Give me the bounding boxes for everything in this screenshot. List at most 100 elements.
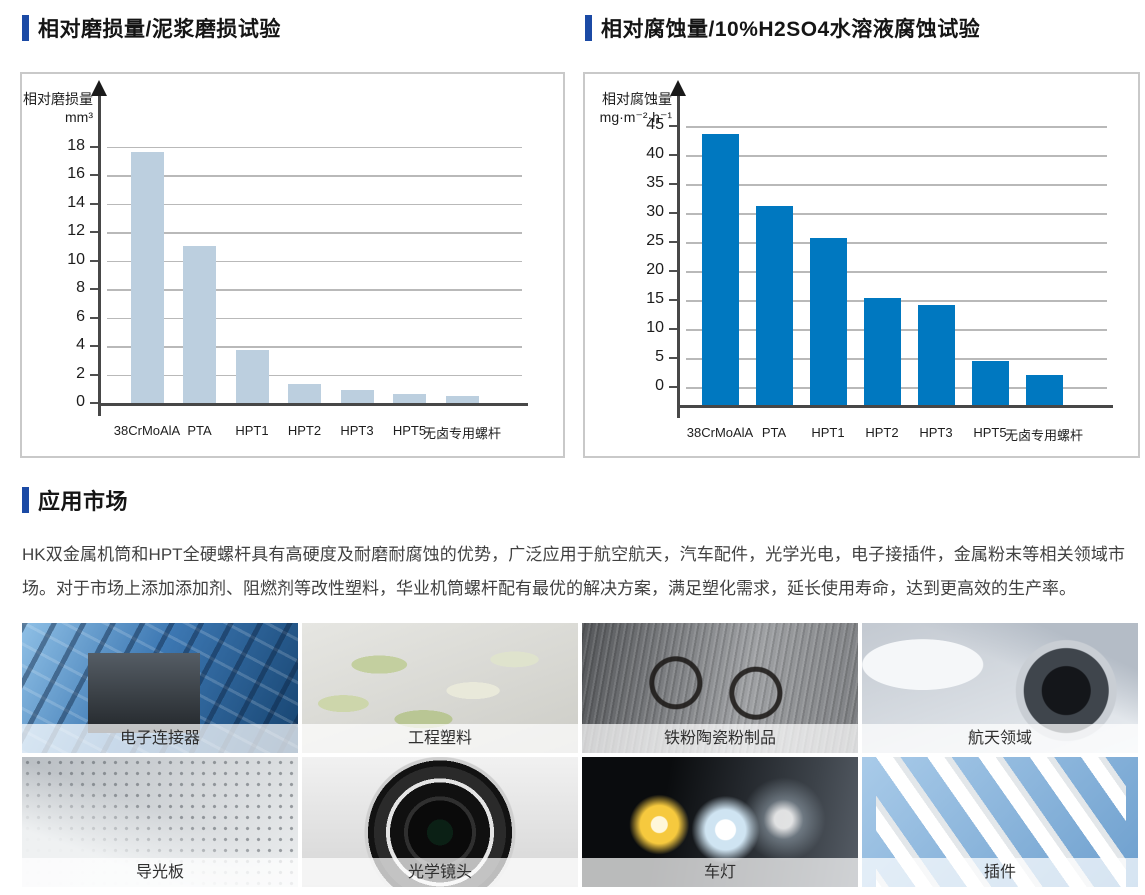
- y-tick-label: 20: [646, 261, 664, 279]
- gridline: [107, 175, 522, 177]
- application-title: 应用市场: [38, 489, 129, 514]
- y-tick-mark: [90, 174, 98, 177]
- y-axis-label: 相对腐蚀量 mg·m⁻²·h⁻¹: [585, 90, 672, 126]
- gallery-caption: 导光板: [22, 858, 298, 887]
- y-tick-label: 10: [67, 250, 85, 268]
- x-category-label: 38CrMoAlA: [113, 423, 181, 438]
- gallery-caption: 插件: [862, 858, 1138, 887]
- bar-HPT5: [971, 360, 1009, 405]
- y-axis-arrow-icon: [670, 80, 686, 96]
- bar-HPT3: [340, 390, 374, 403]
- y-tick-mark: [90, 145, 98, 148]
- gallery-item: 插件: [862, 757, 1138, 887]
- bar-HPT1: [235, 349, 269, 403]
- x-category-label: 38CrMoAlA: [686, 425, 754, 440]
- gallery-caption: 光学镜头: [302, 858, 578, 887]
- title-accent-bar: [585, 15, 592, 41]
- gridline: [107, 203, 522, 206]
- y-tick-label: 18: [67, 136, 85, 154]
- y-tick-mark: [90, 231, 98, 234]
- y-axis-label-text: 相对腐蚀量: [602, 91, 672, 107]
- x-category-label: HPT2: [287, 423, 322, 438]
- x-category-label: HPT3: [919, 425, 953, 440]
- y-tick-label: 12: [67, 222, 85, 240]
- x-category-label: HPT1: [235, 423, 269, 438]
- wear-chart-title: 相对磨损量/泥浆磨损试验: [38, 18, 281, 41]
- y-tick-label: 16: [67, 165, 85, 183]
- y-tick-label: 4: [76, 336, 85, 354]
- gallery-item: 光学镜头: [302, 757, 578, 887]
- y-tick-mark: [669, 357, 677, 360]
- y-axis-label-text: 相对磨损量: [23, 91, 93, 107]
- x-category-label: PTA: [761, 425, 787, 440]
- gallery-item: 车灯: [582, 757, 858, 887]
- x-category-label: PTA: [187, 423, 212, 438]
- gallery-caption: 航天领域: [862, 724, 1138, 753]
- y-tick-mark: [90, 316, 98, 319]
- y-tick-label: 40: [646, 145, 664, 163]
- y-tick-label: 0: [655, 377, 664, 395]
- gallery-caption: 车灯: [582, 858, 858, 887]
- gridline: [107, 146, 522, 149]
- y-tick-mark: [90, 202, 98, 205]
- y-tick-mark: [90, 345, 98, 348]
- bar-HPT2: [288, 384, 321, 403]
- y-tick-label: 8: [76, 279, 85, 297]
- y-tick-label: 10: [646, 319, 664, 337]
- gallery-item: 航天领域: [862, 623, 1138, 753]
- y-axis-line: [98, 94, 101, 416]
- bar-HPT2: [863, 298, 901, 405]
- y-tick-mark: [90, 373, 98, 376]
- gridline: [686, 213, 1107, 215]
- corrosion-chart-title: 相对腐蚀量/10%H2SO4水溶液腐蚀试验: [601, 18, 981, 41]
- gridline: [686, 184, 1107, 186]
- title-accent-bar: [22, 487, 29, 513]
- x-category-label: 无卤专用螺杆: [1004, 428, 1083, 443]
- y-tick-label: 25: [646, 232, 664, 250]
- y-tick-mark: [669, 299, 677, 302]
- corrosion-bar-chart: 相对腐蚀量 mg·m⁻²·h⁻¹ 0 5 10 15 20 25 30 35 40 45 38CrM…: [583, 72, 1140, 458]
- y-tick-mark: [669, 386, 677, 389]
- x-axis-line: [98, 403, 528, 406]
- y-axis-line: [677, 94, 680, 418]
- y-tick-label: 15: [646, 290, 664, 308]
- gridline: [686, 271, 1107, 273]
- x-axis-line: [677, 405, 1113, 408]
- gridline: [107, 232, 522, 234]
- x-category-label: HPT3: [340, 423, 374, 438]
- bar-HPT3: [917, 304, 955, 405]
- gallery-caption: 铁粉陶瓷粉制品: [582, 724, 858, 753]
- y-tick-mark: [90, 402, 98, 404]
- bar-无卤专用螺杆: [445, 395, 479, 403]
- y-tick-label: 30: [646, 203, 664, 221]
- y-tick-label: 6: [76, 307, 85, 325]
- y-tick-mark: [669, 154, 677, 157]
- bar-无卤专用螺杆: [1025, 374, 1063, 405]
- y-tick-label: 45: [646, 116, 664, 134]
- gridline: [107, 289, 522, 291]
- y-tick-label: 5: [655, 348, 664, 366]
- gridline: [686, 126, 1107, 128]
- gallery-item: 导光板: [22, 757, 298, 887]
- application-paragraph: HK双金属机筒和HPT全硬螺杆具有高硬度及耐磨耐腐蚀的优势，广泛应用于航空航天，…: [22, 545, 1125, 598]
- application-title-row: 应用市场: [22, 484, 128, 516]
- gridline: [107, 374, 522, 377]
- bar-PTA: [755, 206, 793, 405]
- gridline: [107, 260, 522, 263]
- gallery-caption: 工程塑料: [302, 724, 578, 753]
- bar-38CrMoAlA: [130, 152, 164, 403]
- y-tick-mark: [669, 328, 677, 331]
- y-axis-arrow-icon: [91, 80, 107, 96]
- y-axis-unit: mm³: [65, 109, 93, 125]
- gallery-item: 铁粉陶瓷粉制品: [582, 623, 858, 753]
- x-category-label: HPT5: [392, 423, 427, 438]
- bar-HPT1: [809, 238, 847, 405]
- title-accent-bar: [22, 15, 29, 41]
- y-tick-mark: [90, 288, 98, 291]
- bar-HPT5: [393, 393, 426, 403]
- x-category-label: HPT5: [973, 425, 1007, 440]
- x-category-label: 无卤专用螺杆: [422, 426, 501, 441]
- y-tick-label: 14: [67, 193, 85, 211]
- x-category-label: HPT2: [865, 425, 899, 440]
